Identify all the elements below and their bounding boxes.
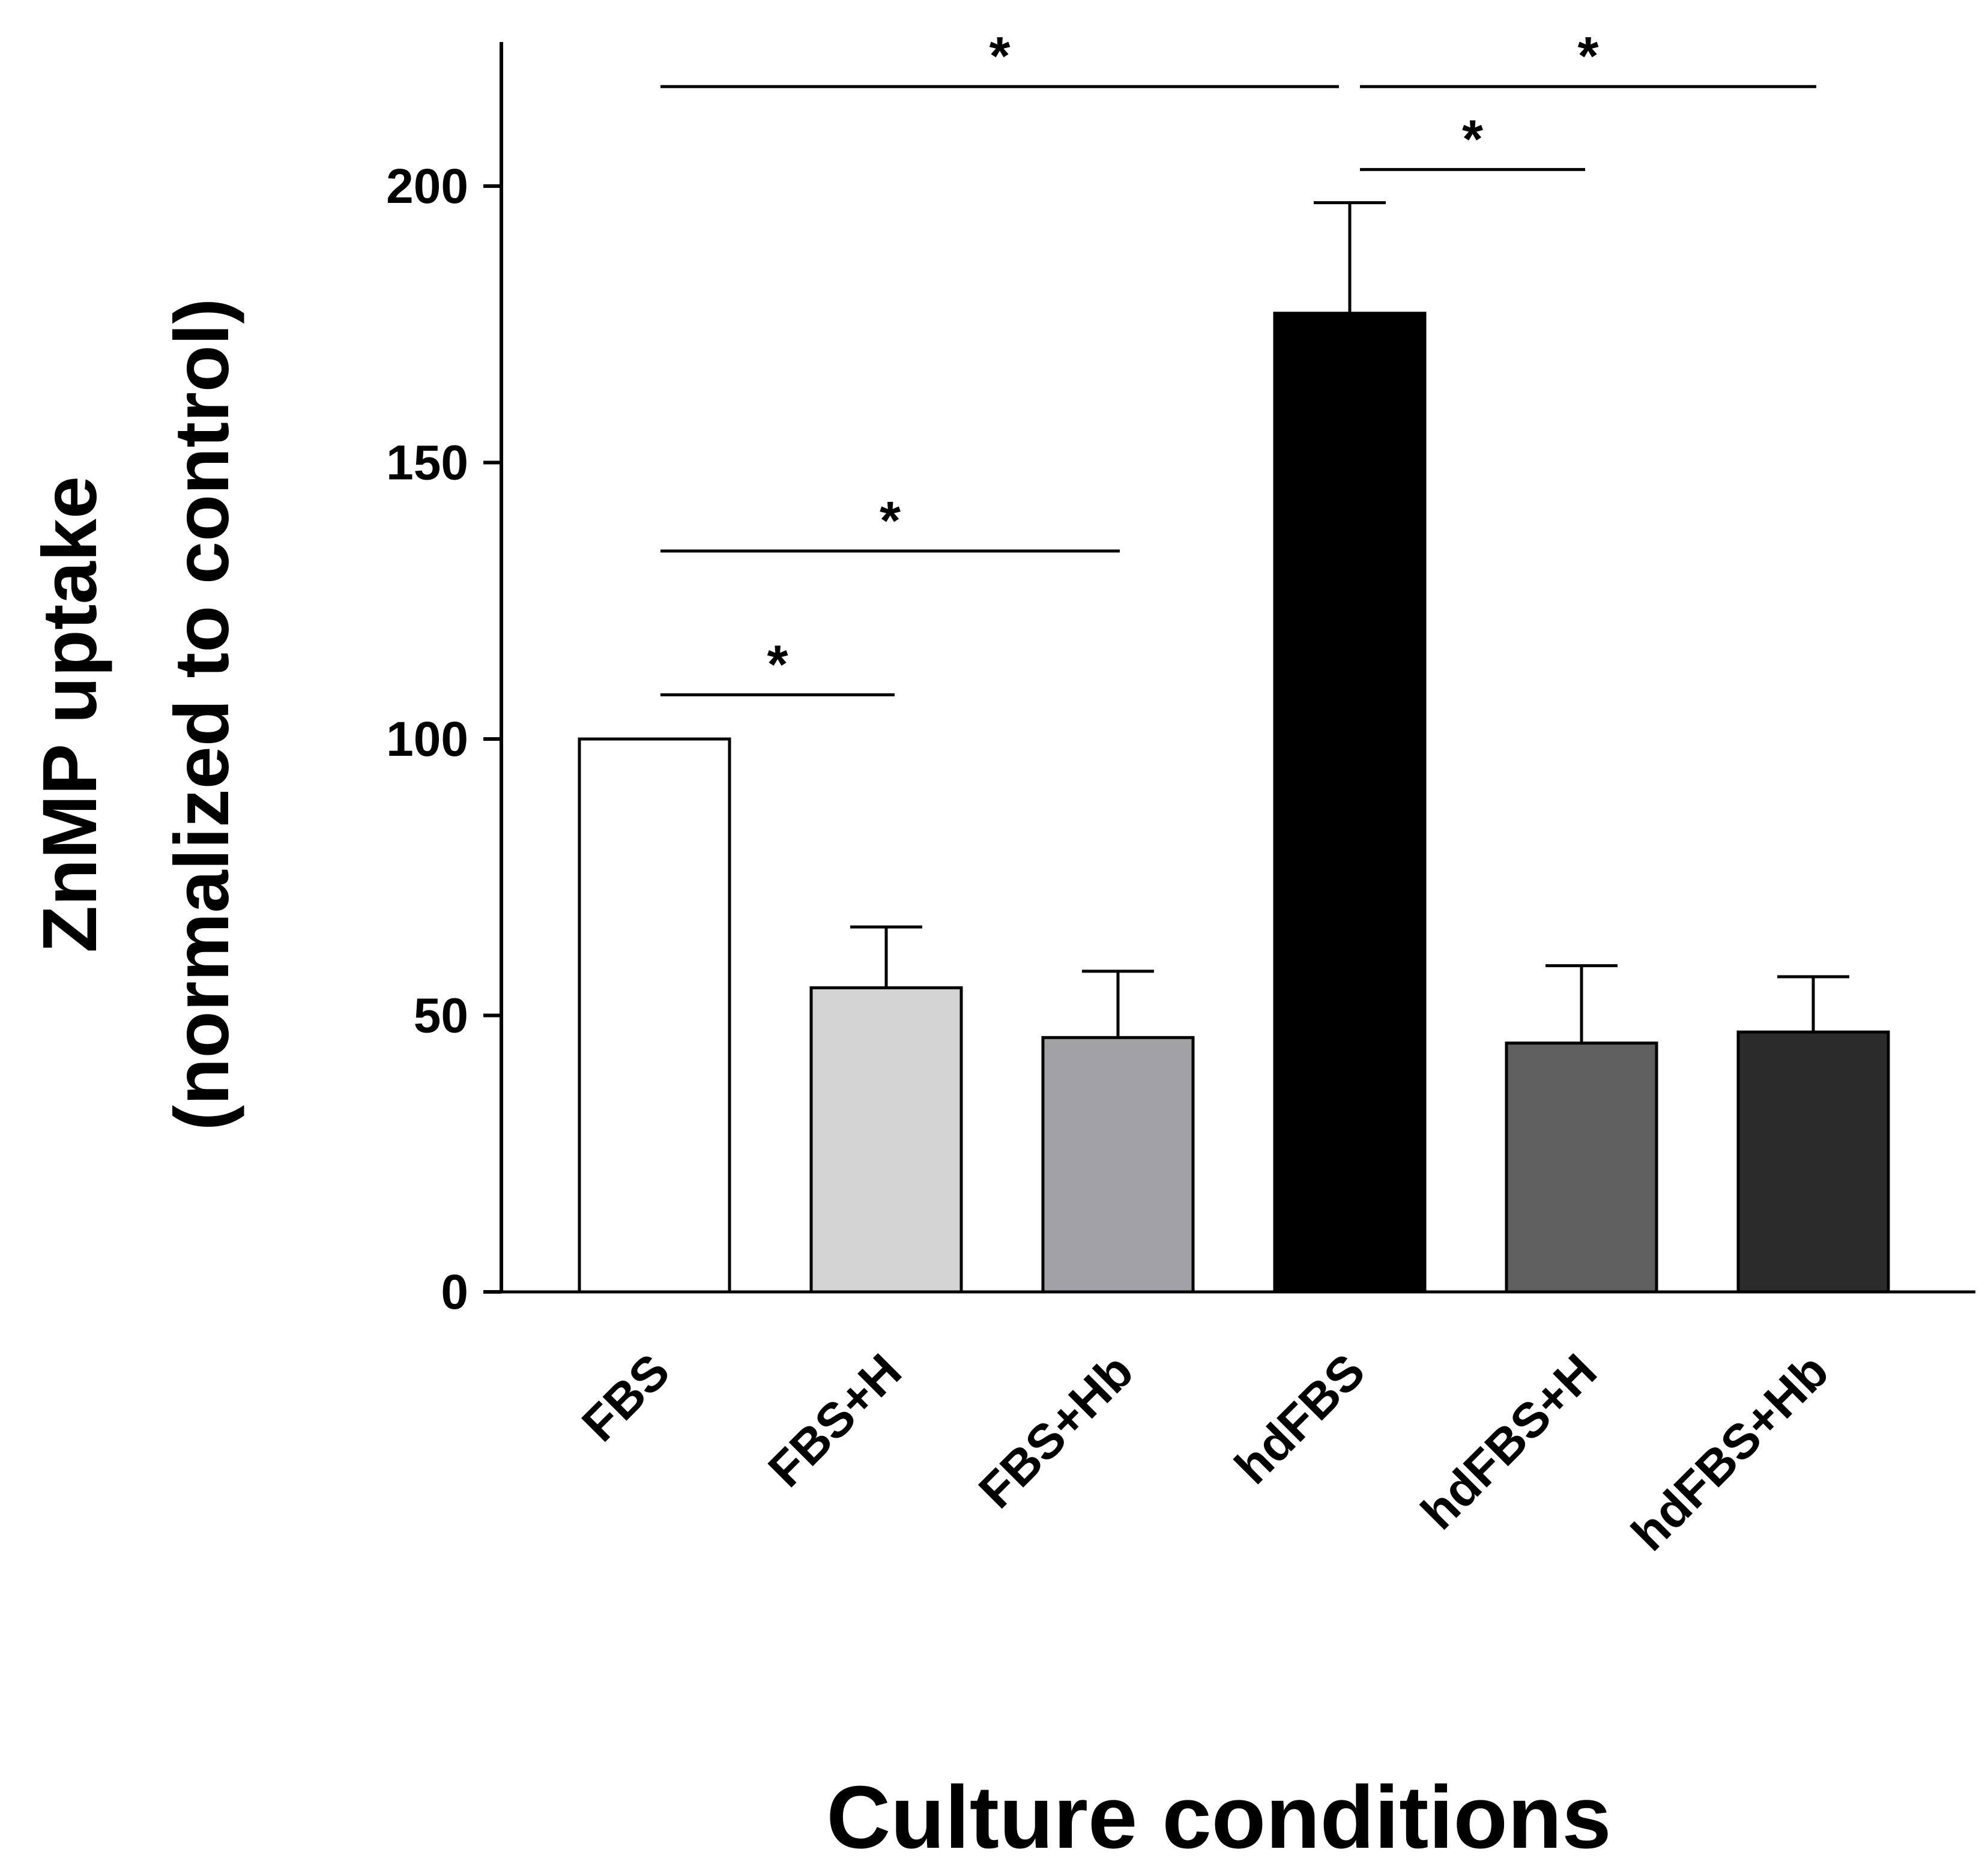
significance-star: * <box>880 491 901 551</box>
significance-star: * <box>1462 109 1483 169</box>
y-axis-title: ZnMP uptake (normalized to control) <box>27 298 245 1131</box>
x-tick-label: FBS+H <box>758 1344 912 1497</box>
bar <box>1505 1042 1658 1294</box>
x-tick-label: FBS+Hb <box>968 1344 1143 1518</box>
bar <box>809 986 963 1294</box>
x-axis-title: Culture conditions <box>826 1768 1611 1867</box>
y-tick-label: 200 <box>386 159 468 214</box>
y-tick-label: 0 <box>441 1265 468 1320</box>
bar <box>1273 312 1427 1294</box>
significance-star: * <box>989 26 1010 86</box>
x-tick-label: hdFBS+Hb <box>1621 1344 1838 1561</box>
y-axis-title-line2: (normalized to control) <box>159 298 245 1131</box>
x-tick-label: hdFBS+H <box>1411 1344 1607 1540</box>
bar <box>578 737 731 1294</box>
bar <box>1736 1030 1890 1294</box>
y-tick-label: 150 <box>386 436 468 490</box>
x-tick-label: FBS <box>572 1344 680 1452</box>
significance-star: * <box>767 635 788 695</box>
y-axis-title-line1: ZnMP uptake <box>27 476 113 953</box>
x-tick-label: hdFBS <box>1225 1344 1376 1494</box>
plot-area: 0 50 100 150 200 FBS FBS+H FBS+Hb hdFBS hdFBS+H hd… <box>386 26 1975 1561</box>
y-tick-label: 50 <box>414 989 468 1043</box>
y-tick-label: 100 <box>386 712 468 767</box>
bar <box>1041 1036 1195 1294</box>
significance-star: * <box>1577 26 1598 86</box>
